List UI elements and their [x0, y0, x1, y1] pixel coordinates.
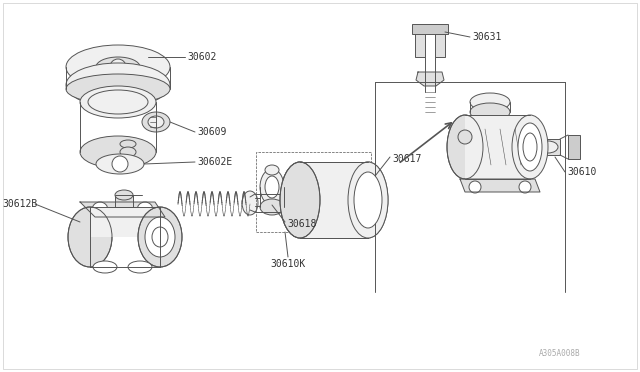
Ellipse shape: [120, 147, 136, 157]
Ellipse shape: [68, 207, 112, 267]
Bar: [412, 24, 448, 34]
Text: 30609: 30609: [197, 127, 227, 137]
Bar: [115, 195, 133, 207]
Ellipse shape: [242, 191, 258, 215]
Ellipse shape: [120, 140, 136, 148]
Polygon shape: [90, 207, 160, 237]
Polygon shape: [416, 72, 444, 86]
Ellipse shape: [142, 112, 170, 132]
Ellipse shape: [354, 172, 382, 228]
Circle shape: [92, 202, 108, 218]
Circle shape: [112, 156, 128, 172]
Text: 30610: 30610: [567, 167, 596, 177]
Ellipse shape: [138, 207, 182, 267]
Text: 30631: 30631: [472, 32, 501, 42]
Ellipse shape: [80, 136, 156, 168]
Text: 30618: 30618: [287, 219, 316, 229]
Text: 30602E: 30602E: [197, 157, 232, 167]
Ellipse shape: [518, 123, 542, 171]
Polygon shape: [460, 179, 540, 192]
Ellipse shape: [96, 154, 144, 174]
Circle shape: [137, 202, 153, 218]
Ellipse shape: [93, 261, 117, 273]
Ellipse shape: [80, 86, 156, 118]
Ellipse shape: [115, 190, 133, 200]
Ellipse shape: [348, 162, 388, 238]
Ellipse shape: [458, 130, 472, 144]
Circle shape: [519, 181, 531, 193]
Polygon shape: [80, 202, 165, 217]
Ellipse shape: [348, 162, 388, 238]
Polygon shape: [465, 115, 530, 179]
Bar: [256, 152, 371, 232]
Ellipse shape: [128, 261, 152, 273]
Ellipse shape: [265, 176, 279, 198]
Bar: [415, 27, 425, 57]
Ellipse shape: [260, 199, 284, 215]
Ellipse shape: [280, 162, 320, 238]
Ellipse shape: [260, 169, 284, 205]
Ellipse shape: [470, 93, 510, 111]
Bar: [435, 27, 445, 57]
Ellipse shape: [66, 74, 170, 104]
Bar: [530, 139, 560, 155]
Circle shape: [469, 181, 481, 193]
Text: 30610K: 30610K: [270, 259, 305, 269]
Text: A305A008B: A305A008B: [538, 350, 580, 359]
Ellipse shape: [66, 45, 170, 89]
Ellipse shape: [66, 63, 170, 107]
Ellipse shape: [145, 217, 175, 257]
Ellipse shape: [96, 57, 140, 77]
Text: 30612B: 30612B: [2, 199, 37, 209]
Polygon shape: [300, 162, 368, 238]
Text: 30617: 30617: [392, 154, 421, 164]
Circle shape: [110, 59, 126, 75]
Ellipse shape: [470, 103, 510, 121]
Ellipse shape: [292, 193, 304, 213]
Text: 30602: 30602: [187, 52, 216, 62]
Bar: [568, 135, 580, 159]
Ellipse shape: [265, 165, 279, 175]
Ellipse shape: [280, 162, 320, 238]
Ellipse shape: [538, 141, 558, 153]
Ellipse shape: [148, 116, 164, 128]
Ellipse shape: [447, 115, 483, 179]
Ellipse shape: [512, 115, 548, 179]
